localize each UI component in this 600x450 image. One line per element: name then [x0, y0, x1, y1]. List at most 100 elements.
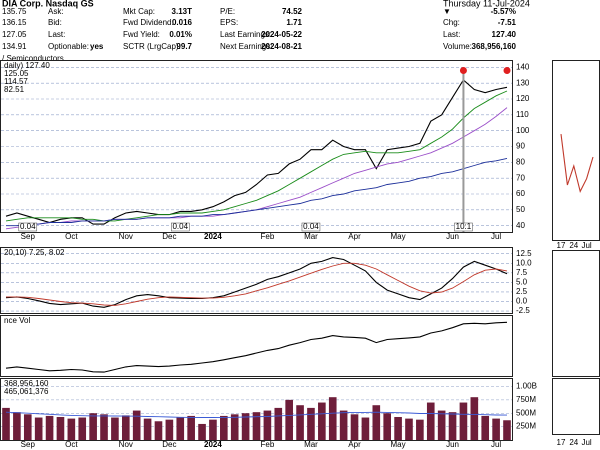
- y-tick-label: 70: [516, 173, 525, 182]
- series-line: [5, 257, 508, 308]
- field-label: Chg:: [443, 18, 460, 27]
- legend-entry: 368,956,160: [4, 379, 49, 388]
- field-label: Ask:: [48, 7, 64, 16]
- bar: [296, 405, 304, 440]
- y-tick-label: 100: [516, 126, 530, 135]
- y-tick-label: 40: [516, 221, 525, 230]
- field-value: 1.71: [286, 18, 302, 27]
- annotation: 0.04: [172, 222, 188, 231]
- bar: [45, 415, 54, 440]
- panel-title: 20,10) 7.25, 8.02: [4, 248, 65, 257]
- field-label: SCTR (LrgCap):: [123, 42, 181, 51]
- bar: [34, 417, 43, 440]
- series-line: [6, 262, 508, 306]
- x-tick-label: 24: [569, 438, 578, 447]
- annotation-box: [18, 222, 38, 232]
- y-tick-label: 90: [516, 142, 525, 151]
- field-label: Next Earnings:: [220, 42, 272, 51]
- quote-value: 134.91: [2, 42, 27, 51]
- bar: [165, 419, 174, 440]
- annotation-box: [171, 222, 190, 232]
- x-tick-label: Jul: [581, 438, 591, 447]
- field-label: EPS:: [220, 18, 238, 27]
- field-label: Last:: [443, 30, 460, 39]
- x-tick-label: May: [391, 440, 406, 449]
- field-value: 127.40: [492, 30, 517, 39]
- price-panel: [0, 60, 513, 233]
- field-value: 0.016: [172, 18, 193, 27]
- x-tick-label: Sep: [21, 232, 36, 241]
- annotation: 0.04: [303, 222, 319, 231]
- bar: [209, 419, 217, 440]
- bar: [78, 417, 87, 440]
- bar: [198, 423, 206, 440]
- y-tick-label: 130: [516, 78, 530, 87]
- annotation-box: [301, 222, 321, 232]
- field-label: Bid:: [48, 18, 62, 27]
- header: DIA Corp. Nasdaq GS Thursday 11-Jul-2024: [2, 0, 530, 8]
- series-line: [5, 411, 508, 418]
- x-tick-label: Jul: [491, 440, 501, 449]
- field-label: Last Earnings:: [220, 30, 271, 39]
- bar: [23, 414, 32, 440]
- bar: [459, 402, 468, 440]
- bar: [121, 415, 130, 440]
- y-tick-label: 500M: [516, 408, 536, 417]
- field-value: yes: [90, 42, 104, 51]
- field-label: Volume:: [443, 42, 472, 51]
- field-value: -7.51: [498, 18, 517, 27]
- bar: [394, 416, 402, 440]
- bar: [187, 415, 195, 440]
- field-label: Mkt Cap:: [123, 7, 155, 16]
- bar: [132, 410, 141, 440]
- y-tick-label: 110: [516, 110, 529, 119]
- field-value: 368,956,160: [472, 42, 517, 51]
- legend-entry: daily) 127.40: [4, 61, 50, 70]
- industry: / Semiconductors: [2, 54, 64, 63]
- bar: [154, 421, 163, 440]
- y-tick-label: 750M: [516, 395, 536, 404]
- x-tick-label: Jul: [491, 232, 501, 241]
- macd-panel: [0, 247, 513, 314]
- bar: [220, 415, 228, 440]
- series-line: [5, 90, 508, 222]
- x-tick-label: Dec: [162, 440, 176, 449]
- series-line: [6, 157, 508, 227]
- bar: [176, 417, 185, 440]
- bar: [230, 414, 239, 440]
- annotation-box: [454, 222, 473, 232]
- bar: [361, 417, 370, 440]
- legend-entry: 82.51: [4, 85, 25, 94]
- x-tick-label: Feb: [260, 440, 274, 449]
- y-tick-label: -2.5: [516, 306, 530, 315]
- bar: [503, 420, 511, 440]
- bar: [100, 414, 108, 440]
- field-value: 3.13T: [172, 7, 193, 16]
- y-tick-label: 12.5: [516, 249, 532, 258]
- x-tick-label: Sep: [21, 440, 36, 449]
- y-tick-label: 50: [516, 205, 525, 214]
- bar: [481, 415, 490, 440]
- field-value: 2024-08-21: [261, 42, 302, 51]
- x-tick-label: May: [391, 232, 406, 241]
- date: Thursday 11-Jul-2024: [443, 0, 530, 8]
- x-tick-label: 17: [557, 438, 566, 447]
- x-tick-label: Feb: [260, 232, 274, 241]
- x-tick-label: Oct: [65, 232, 78, 241]
- series-line: [5, 321, 508, 373]
- bar: [492, 418, 500, 440]
- field-label: Fwd Dividend:: [123, 18, 174, 27]
- series-line: [560, 134, 594, 193]
- quote-value: 136.15: [2, 18, 27, 27]
- bar: [339, 410, 348, 440]
- x-tick-label: 2024: [204, 232, 222, 241]
- legend-entry: 465,061,376: [4, 387, 49, 396]
- bar: [67, 418, 76, 440]
- bar: [111, 417, 119, 440]
- y-tick-label: 10.0: [516, 258, 532, 267]
- field-value: 0.01%: [169, 30, 192, 39]
- quote-value: 127.05: [2, 30, 27, 39]
- x-tick-label: Nov: [119, 232, 133, 241]
- bar: [328, 397, 337, 440]
